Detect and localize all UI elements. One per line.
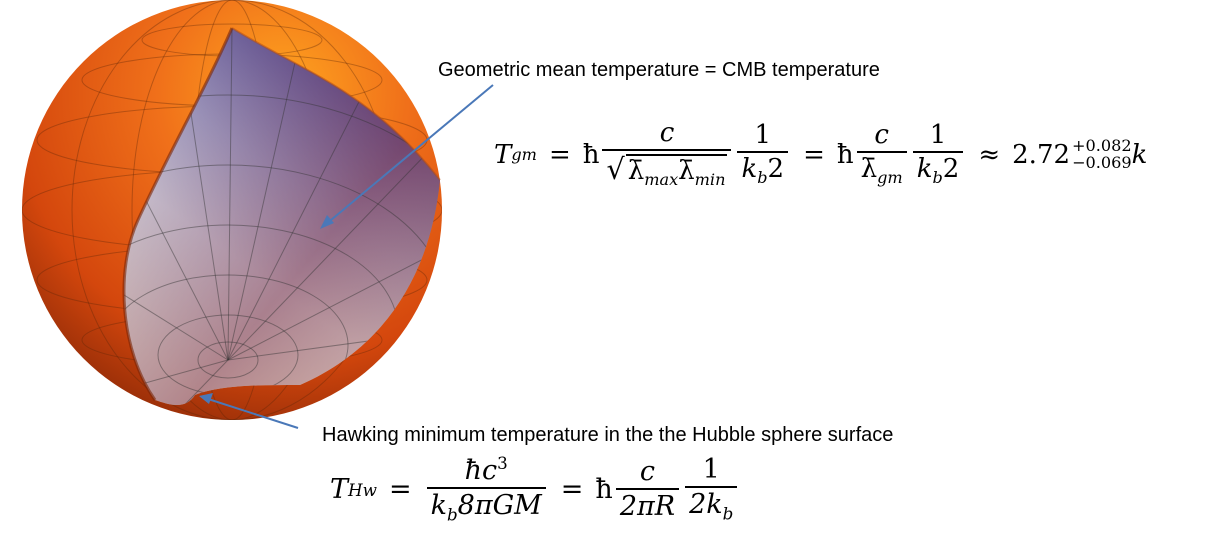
eq-hw-frac-main: ħc3 kb8πGM bbox=[426, 454, 546, 524]
arrow-to-surface bbox=[199, 393, 299, 429]
eq-gm-unit: k bbox=[1131, 139, 1148, 170]
eq-gm-frac-c-over-sqrt: c √ λ̄maxλ̄min bbox=[602, 119, 732, 189]
eq-gm-value: 2.72 bbox=[1012, 139, 1071, 170]
eq-gm-approx: ≈ bbox=[978, 139, 1001, 170]
geometric-mean-label: Geometric mean temperature = CMB tempera… bbox=[438, 59, 880, 81]
hawking-minimum-label: Hawking minimum temperature in the the H… bbox=[322, 424, 894, 446]
eq-gm-uncertainty: +0.082 −0.069 bbox=[1072, 135, 1132, 172]
eq-hw-frac-c-over-2piR: c 2πR bbox=[615, 457, 680, 522]
eq-gm-symbol: T bbox=[494, 139, 512, 170]
eq-hw-hbar: ħ bbox=[595, 474, 613, 506]
eq-gm-frac-1-over-kb2: 1 kb2 bbox=[737, 121, 789, 187]
arrow-to-interior bbox=[320, 84, 494, 229]
eq-gm-frac-c-over-lambda-gm: c λ̄gm bbox=[856, 121, 907, 187]
eq-hw-symbol: T bbox=[330, 474, 349, 506]
eq-hw-frac-1-over-2kb: 1 2kb bbox=[685, 455, 738, 523]
sphere-inner-cutaway bbox=[122, 27, 441, 405]
eq-gm-hbar: ħ bbox=[582, 139, 600, 170]
hawking-temperature-equation: T Hw = ħc3 kb8πGM = ħ c 2πR 1 2kb bbox=[330, 454, 740, 524]
eq-hw-subscript: Hw bbox=[348, 479, 377, 500]
eq-gm-subscript: gm bbox=[511, 145, 537, 165]
